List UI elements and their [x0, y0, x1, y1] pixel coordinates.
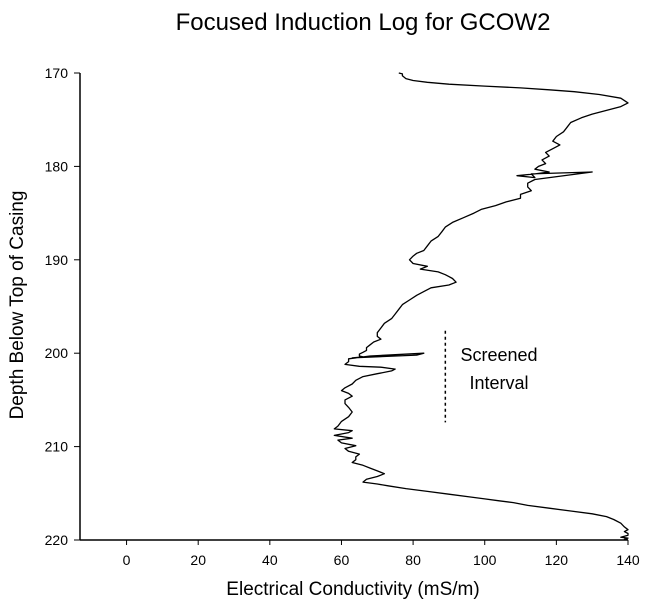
x-tick-label: 0	[123, 552, 131, 568]
x-tick-label: 40	[262, 552, 278, 568]
y-tick-label: 190	[45, 252, 69, 268]
y-tick-label: 200	[45, 345, 69, 361]
series-group	[333, 72, 629, 541]
chart-title: Focused Induction Log for GCOW2	[176, 9, 551, 36]
y-tick-label: 210	[45, 439, 69, 455]
conductivity-line	[333, 72, 629, 541]
x-tick-label: 140	[616, 552, 640, 568]
y-axis-label: Depth Below Top of Casing	[7, 191, 28, 420]
annotation-text: Interval	[470, 373, 529, 393]
y-axis-ticks: 170 180 190 200 210 220	[45, 65, 80, 548]
annotation-text: Screened	[461, 345, 538, 365]
plot-axes	[79, 73, 628, 541]
annotation-group: Screened Interval	[461, 345, 538, 393]
x-tick-label: 100	[473, 552, 497, 568]
y-tick-label: 180	[45, 158, 69, 174]
x-axis-ticks: 0 20 40 60 80 100 120 140	[123, 540, 640, 568]
y-tick-label: 170	[45, 65, 69, 81]
x-tick-label: 80	[405, 552, 421, 568]
x-tick-label: 20	[190, 552, 206, 568]
x-axis-label: Electrical Conductivity (mS/m)	[226, 579, 479, 600]
x-tick-label: 120	[545, 552, 569, 568]
x-tick-label: 60	[334, 552, 350, 568]
y-tick-label: 220	[45, 532, 69, 548]
